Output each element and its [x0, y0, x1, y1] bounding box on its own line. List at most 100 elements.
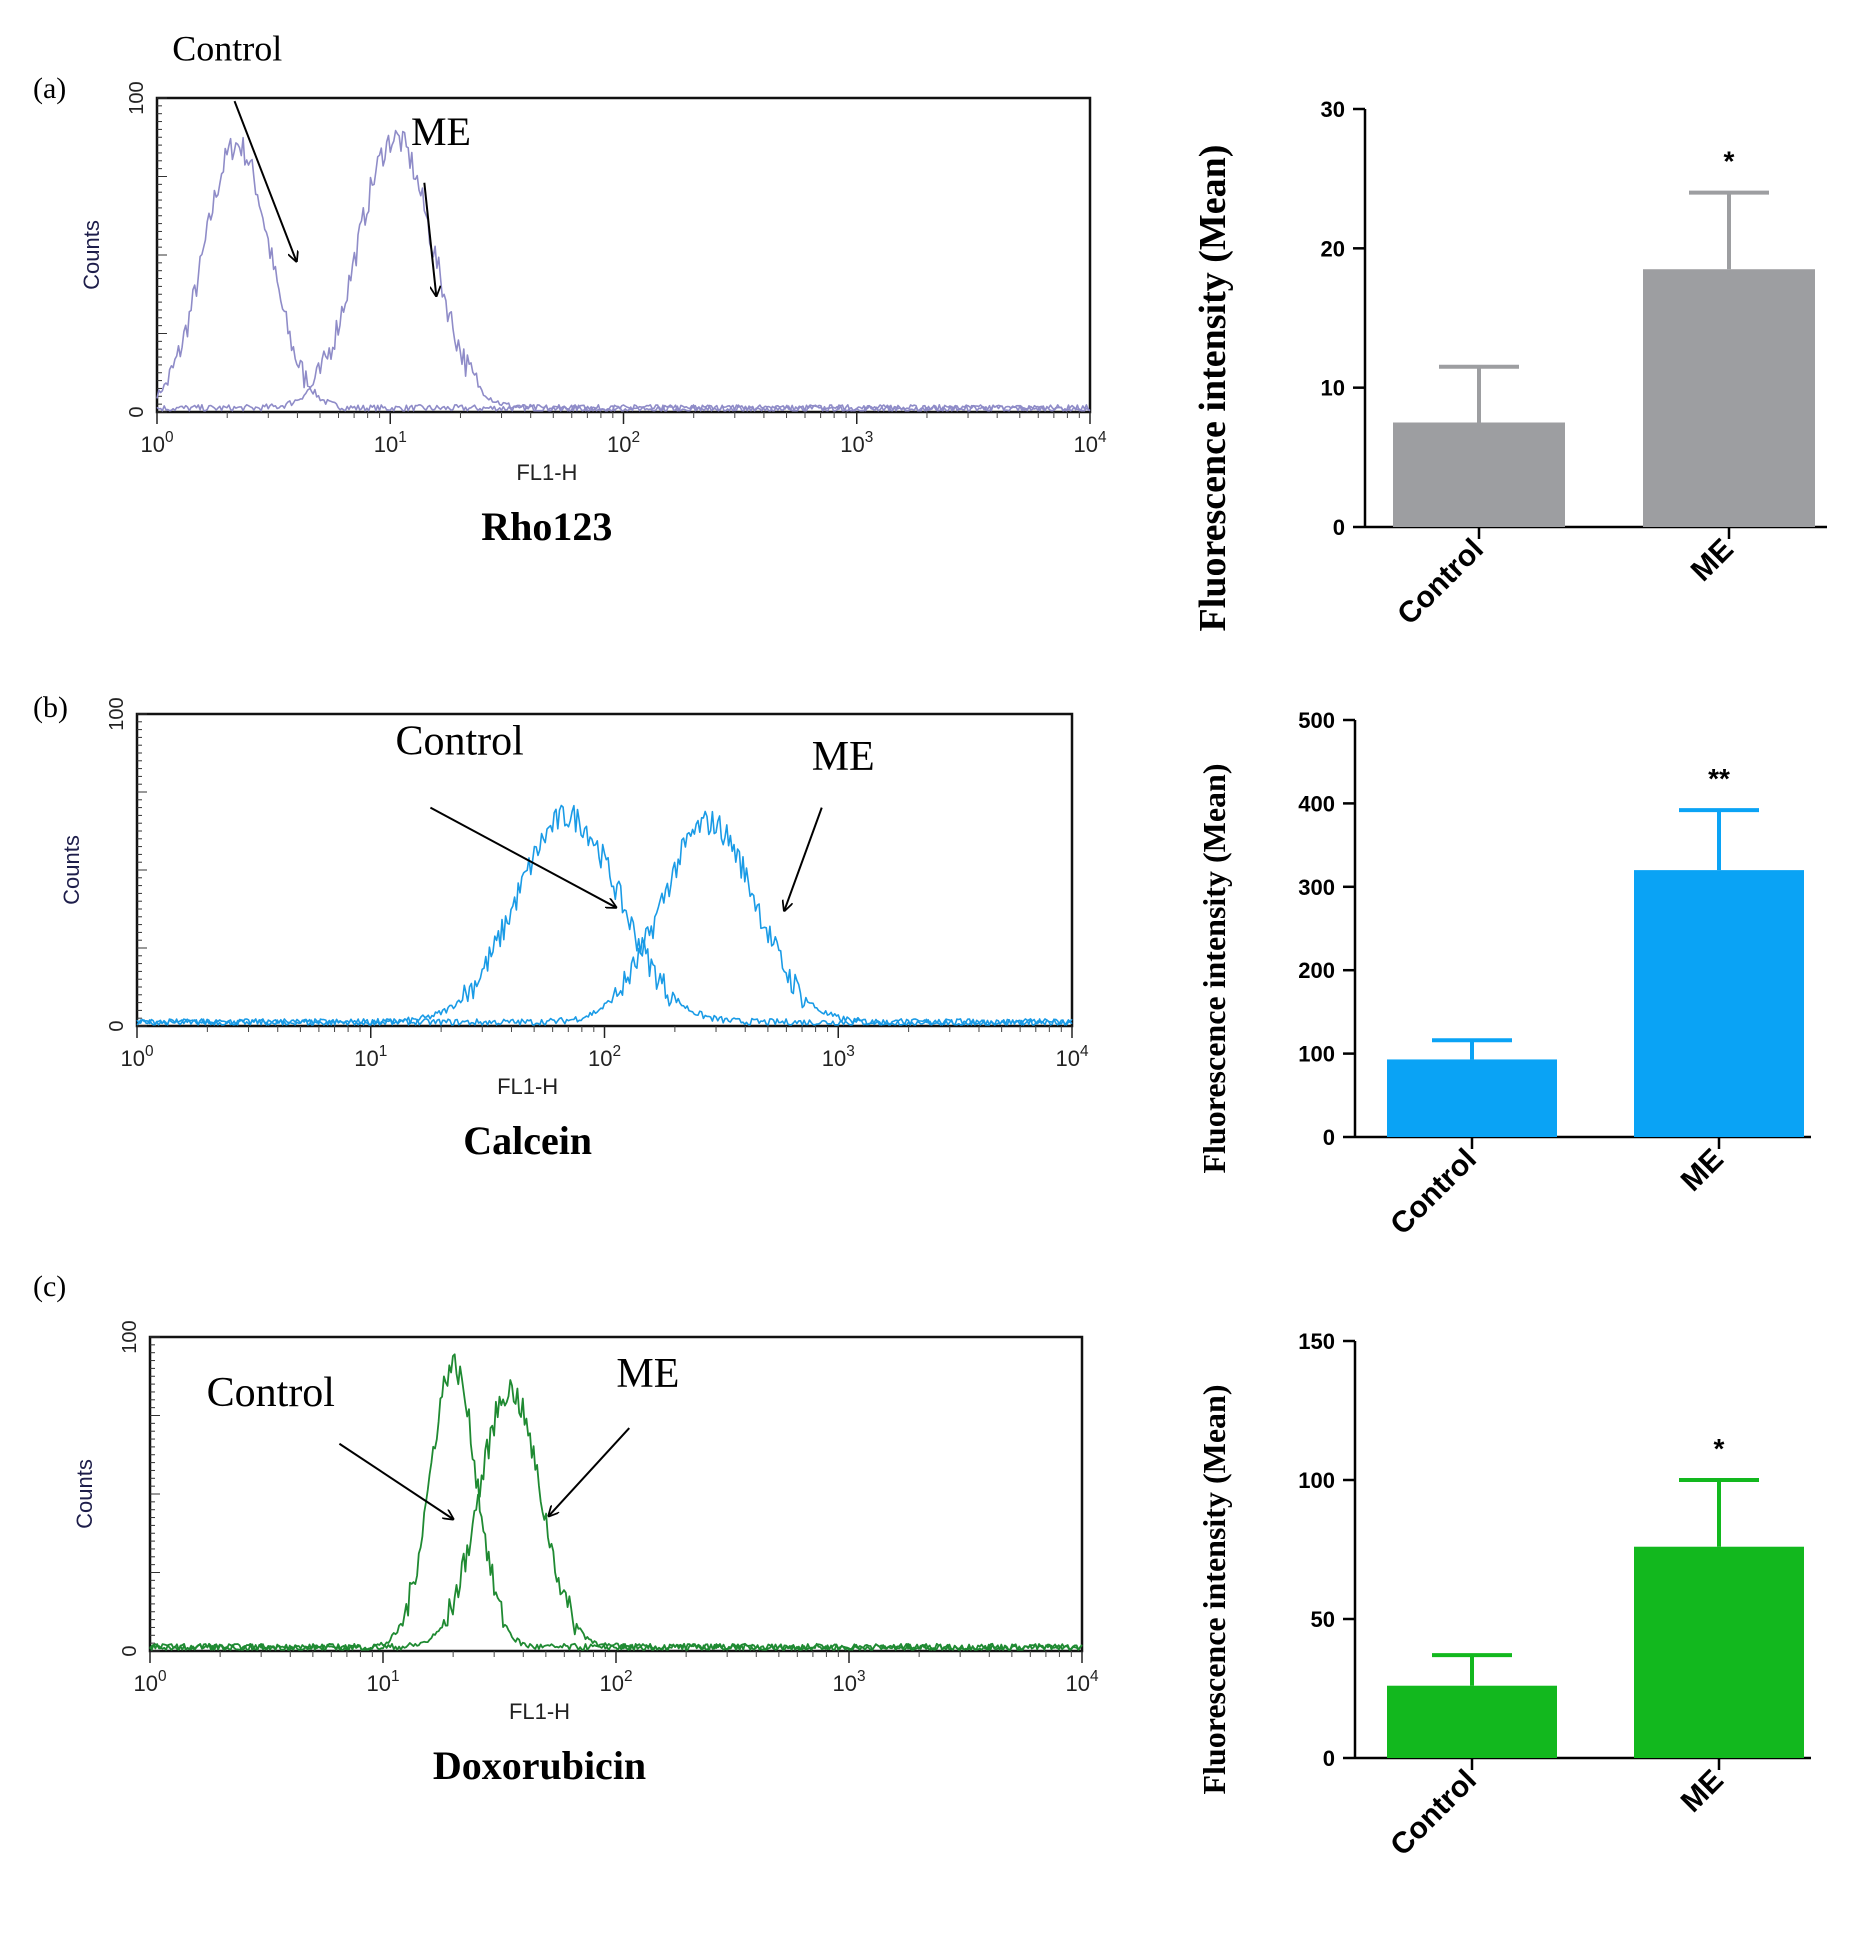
significance-marker: *	[1714, 1433, 1725, 1464]
y-tick-label-100: 100	[119, 1320, 141, 1353]
me-label: ME	[616, 1351, 679, 1397]
x-tick-label-3-exp: 3	[857, 1668, 866, 1685]
y-tick-label-100: 100	[126, 81, 148, 114]
x-tick-label-3-exp: 3	[846, 1043, 855, 1060]
bar-control	[1387, 1059, 1557, 1137]
bar-y-axis-label: Fluorescence intensity (Mean)	[1196, 1385, 1232, 1795]
bar-chart-panel-2: 0 100 200 300 400 500 Fluorescence intensity (…	[1196, 708, 1811, 1241]
x-tick-label-4: 104	[1055, 1043, 1088, 1071]
x-tick-label-3-base: 10	[832, 1671, 856, 1696]
me-arrow	[549, 1427, 630, 1516]
y-tick-label-100: 100	[106, 697, 128, 730]
histogram-curve-me	[136, 810, 1073, 1026]
panel-label: (a)	[33, 72, 66, 105]
category-label-me: ME	[1685, 533, 1740, 588]
category-label-me: ME	[1675, 1764, 1730, 1819]
x-tick-label-0-exp: 0	[145, 1043, 154, 1060]
bar-me	[1643, 269, 1815, 527]
y-tick-label-30: 30	[1321, 97, 1345, 122]
me-label: ME	[812, 734, 875, 780]
y-tick-label-400: 400	[1298, 791, 1335, 816]
me-arrow	[423, 182, 436, 296]
x-tick-label-0: 100	[133, 1668, 166, 1696]
x-tick-label-3: 103	[832, 1668, 865, 1696]
bar-me	[1634, 1546, 1804, 1758]
dye-title: Rho123	[481, 504, 612, 549]
bar-chart-panel-1: 0 10 20 30 Fluorescence intensity (Mean) Cont…	[1192, 97, 1827, 631]
y-tick-label-300: 300	[1298, 875, 1335, 900]
x-axis-label: FL1-H	[516, 460, 577, 485]
x-tick-label-1-base: 10	[354, 1046, 378, 1071]
histogram-curve-control	[156, 136, 1091, 412]
category-label-control: Control	[1391, 533, 1490, 632]
x-tick-label-2-exp: 2	[612, 1043, 621, 1060]
x-tick-label-4: 104	[1073, 429, 1106, 457]
x-tick-label-4-exp: 4	[1098, 429, 1107, 446]
x-tick-label-3-exp: 3	[865, 429, 874, 446]
x-tick-label-1-base: 10	[366, 1671, 390, 1696]
y-axis-label: Counts	[59, 835, 84, 905]
histogram-curve-me	[156, 129, 1091, 412]
y-tick-label-200: 200	[1298, 958, 1335, 983]
bar-me	[1634, 870, 1804, 1137]
x-tick-label-4: 104	[1065, 1668, 1098, 1696]
bar-y-axis-label: Fluorescence intensity (Mean)	[1192, 145, 1234, 632]
x-tick-label-0-exp: 0	[158, 1668, 167, 1685]
x-axis-label: FL1-H	[509, 1699, 570, 1724]
x-tick-label-2-exp: 2	[624, 1668, 633, 1685]
bar-control	[1387, 1685, 1557, 1758]
x-tick-label-4-exp: 4	[1090, 1668, 1099, 1685]
control-label: Control	[207, 1370, 335, 1416]
control-label: Control	[172, 28, 282, 68]
x-tick-label-1-exp: 1	[391, 1668, 400, 1685]
x-tick-label-3-base: 10	[822, 1046, 846, 1071]
x-tick-label-3: 103	[822, 1043, 855, 1071]
x-tick-label-1: 101	[366, 1668, 399, 1696]
histogram-curve-me	[149, 1379, 1083, 1651]
y-tick-label-500: 500	[1298, 708, 1335, 733]
panel-label: (b)	[33, 691, 68, 724]
x-tick-label-2-base: 10	[607, 432, 631, 457]
y-tick-label-0: 0	[126, 406, 148, 417]
histogram-curve-control	[136, 804, 1073, 1026]
control-arrow	[233, 100, 297, 261]
x-tick-label-2: 102	[607, 429, 640, 457]
x-tick-label-0-base: 10	[140, 432, 164, 457]
bar-control	[1393, 422, 1565, 527]
control-arrow	[429, 806, 616, 908]
control-label: Control	[395, 719, 523, 765]
y-tick-label-0: 0	[1333, 515, 1345, 540]
x-tick-label-0: 100	[140, 429, 173, 457]
x-tick-label-0-base: 10	[133, 1671, 157, 1696]
x-tick-label-1-base: 10	[374, 432, 398, 457]
x-tick-label-4-exp: 4	[1080, 1043, 1089, 1060]
x-tick-label-4-base: 10	[1055, 1046, 1079, 1071]
x-tick-label-3: 103	[840, 429, 873, 457]
x-tick-label-3-base: 10	[840, 432, 864, 457]
y-tick-label-150: 150	[1298, 1329, 1335, 1354]
y-tick-label-10: 10	[1321, 376, 1345, 401]
bar-y-axis-label: Fluorescence intensity (Mean)	[1196, 764, 1232, 1174]
y-tick-label-0: 0	[1323, 1746, 1335, 1771]
control-arrow	[338, 1442, 453, 1519]
y-tick-label-0: 0	[1323, 1125, 1335, 1150]
x-tick-label-4-base: 10	[1073, 432, 1097, 457]
y-axis-label: Counts	[79, 220, 104, 290]
significance-marker: *	[1724, 146, 1735, 177]
x-tick-label-1-exp: 1	[398, 429, 407, 446]
histogram-frame	[135, 712, 1074, 1028]
panel-label: (c)	[33, 1270, 66, 1303]
x-tick-label-2-base: 10	[588, 1046, 612, 1071]
y-axis-label: Counts	[72, 1459, 97, 1529]
x-tick-label-1: 101	[354, 1043, 387, 1071]
y-tick-label-0: 0	[106, 1020, 128, 1031]
y-tick-label-0: 0	[119, 1645, 141, 1656]
category-label-me: ME	[1675, 1143, 1730, 1198]
x-tick-label-0-exp: 0	[165, 429, 174, 446]
dye-title: Doxorubicin	[433, 1743, 646, 1788]
x-tick-label-0-base: 10	[120, 1046, 144, 1071]
x-tick-label-0: 100	[120, 1043, 153, 1071]
